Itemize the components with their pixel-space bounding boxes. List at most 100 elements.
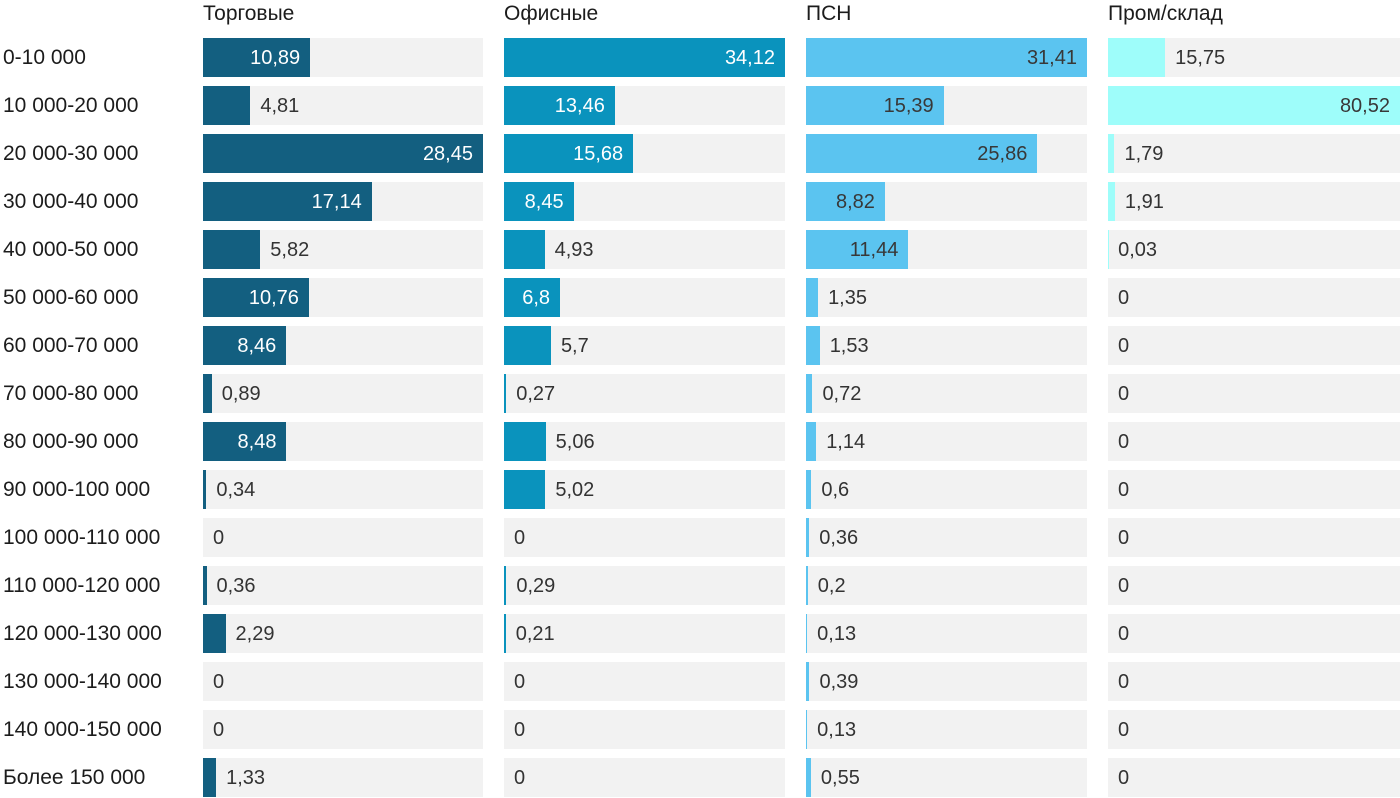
bar-track: 0,34 [203,470,483,509]
bar-value: 0,03 [1118,239,1158,261]
bar-track: 0,89 [203,374,483,413]
bar-value: 34,12 [724,47,775,69]
bar-track: 0 [1108,710,1400,749]
bar [504,326,551,365]
bar [1108,134,1115,173]
bar-value: 0,29 [516,575,556,597]
bar-value: 0 [1118,671,1130,693]
bar [806,182,885,221]
bar-track: 10,76 [203,278,483,317]
bar-value: 1,14 [826,431,866,453]
column-header-ofisnye: Офисные [504,2,599,25]
bar-track: 8,45 [504,182,785,221]
bar-value: 5,7 [560,335,589,357]
bar [806,422,817,461]
bar [806,614,808,653]
bar [504,422,546,461]
bar-track: 28,45 [203,134,483,173]
bar-value: 0 [1118,623,1130,645]
bar-track: 1,33 [203,758,483,797]
row-label: 80 000-90 000 [3,429,139,453]
bar-track: 25,86 [806,134,1087,173]
bar [806,278,819,317]
bar-track: 0 [504,758,785,797]
bar-value: 0,36 [216,575,256,597]
bar-value: 0,34 [216,479,256,501]
bar [806,230,909,269]
bar-value: 5,82 [270,239,310,261]
bar-value: 1,33 [226,767,266,789]
bar-value: 1,53 [829,335,869,357]
bar-track: 4,93 [504,230,785,269]
bar [203,326,287,365]
bar [504,230,545,269]
bar [504,134,634,173]
row-label: 100 000-110 000 [3,525,161,549]
bar-track: 5,06 [504,422,785,461]
bar-track: 0 [1108,614,1400,653]
bar-track: 0,36 [806,518,1087,557]
bar-track: 1,35 [806,278,1087,317]
bar [1108,182,1115,221]
bar-value: 0 [1118,719,1130,741]
bar-track: 17,14 [203,182,483,221]
bar-track: 8,48 [203,422,483,461]
bar-value: 0,13 [817,719,857,741]
bar-track: 1,91 [1108,182,1400,221]
bar [1108,38,1166,77]
bar-value: 0 [514,671,526,693]
bar-value: 0,27 [516,383,556,405]
bar-value: 8,45 [524,191,564,213]
bar-track: 0,36 [203,566,483,605]
column-header-prom-sklad: Пром/склад [1108,2,1223,25]
bar [806,38,1087,77]
bar [806,710,808,749]
bar [806,326,820,365]
row-label: 50 000-60 000 [3,285,139,309]
bar-track: 5,82 [203,230,483,269]
bar-value: 28,45 [422,143,473,165]
row-label: 30 000-40 000 [3,189,139,213]
bar-track: 0,27 [504,374,785,413]
bar-value: 2,29 [235,623,275,645]
bar-track: 8,46 [203,326,483,365]
bar-value: 15,68 [573,143,624,165]
row-label: 20 000-30 000 [3,141,139,165]
row-label: 130 000-140 000 [3,669,162,693]
bar [203,566,207,605]
bar-value: 0,39 [819,671,859,693]
bar-track: 0 [1108,326,1400,365]
bar-track: 0,13 [806,614,1087,653]
column-header-psn: ПСН [806,2,852,25]
bar-value: 0 [213,671,225,693]
bar-value: 4,93 [554,239,594,261]
bar [203,470,207,509]
row-label: 90 000-100 000 [3,477,151,501]
bar [806,566,808,605]
row-label: 0-10 000 [3,45,86,69]
row-label: Более 150 000 [3,765,146,789]
bar-value: 0 [514,719,526,741]
bar-track: 0 [1108,278,1400,317]
bar [806,86,944,125]
bar-track: 0,2 [806,566,1087,605]
bar [1108,86,1400,125]
bar-track: 34,12 [504,38,785,77]
bar-track: 0 [203,710,483,749]
bar [806,134,1038,173]
bar-value: 0 [213,527,225,549]
bar-value: 0 [1118,335,1130,357]
bar-track: 80,52 [1108,86,1400,125]
bar-value: 1,79 [1124,143,1164,165]
bar-value: 8,82 [835,191,875,213]
column-header-torgovye: Торговые [203,2,295,25]
bar [504,38,785,77]
row-label: 110 000-120 000 [3,573,161,597]
bar-track: 0 [1108,518,1400,557]
bar-track: 1,14 [806,422,1087,461]
bar [806,758,811,797]
bar-track: 0 [203,662,483,701]
bar-track: 0 [1108,566,1400,605]
bar-track: 0,55 [806,758,1087,797]
bar [504,470,546,509]
